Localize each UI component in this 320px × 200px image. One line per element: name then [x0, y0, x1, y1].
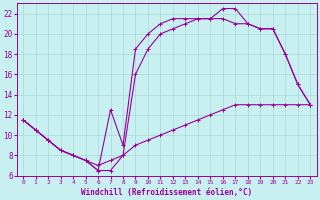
X-axis label: Windchill (Refroidissement éolien,°C): Windchill (Refroidissement éolien,°C) [81, 188, 252, 197]
